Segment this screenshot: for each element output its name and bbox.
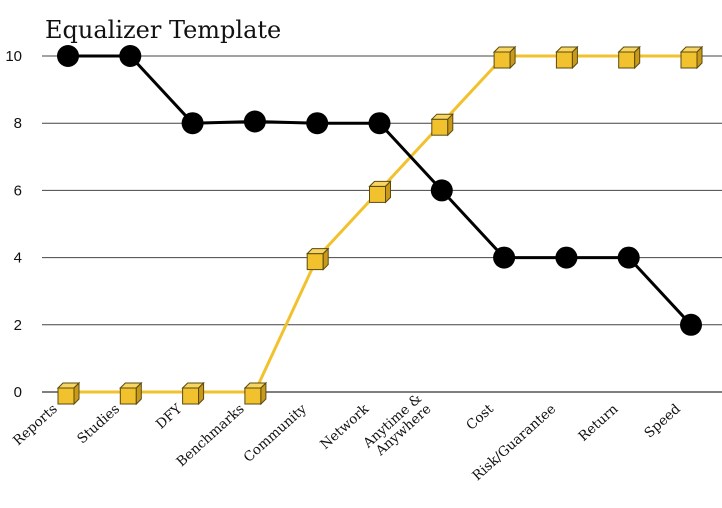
x-tick-label: Anytime &Anywhere bbox=[359, 391, 434, 463]
x-tick-label: Community bbox=[241, 401, 311, 466]
series-circles bbox=[57, 45, 702, 336]
series-line bbox=[68, 54, 691, 394]
data-point bbox=[679, 45, 704, 70]
y-tick-label: 0 bbox=[14, 384, 22, 401]
y-tick-label: 6 bbox=[14, 182, 22, 199]
y-axis-ticks: 0 2 4 6 8 10 bbox=[5, 48, 22, 401]
data-point bbox=[119, 381, 143, 406]
x-tick-label: Reports bbox=[10, 401, 61, 449]
data-point bbox=[57, 45, 79, 67]
data-point bbox=[555, 246, 578, 269]
data-point bbox=[306, 112, 329, 135]
data-point bbox=[181, 112, 204, 135]
data-point bbox=[368, 112, 391, 135]
y-tick-label: 2 bbox=[14, 317, 22, 334]
series-group bbox=[56, 45, 704, 406]
data-point bbox=[305, 247, 330, 271]
data-point bbox=[617, 45, 641, 70]
data-point bbox=[493, 246, 516, 269]
data-point bbox=[181, 381, 205, 406]
x-tick-label: Cost bbox=[463, 401, 497, 434]
y-tick-label: 4 bbox=[14, 250, 22, 267]
x-tick-label: Speed bbox=[641, 401, 684, 442]
y-tick-label: 10 bbox=[5, 48, 22, 65]
data-point bbox=[56, 381, 81, 406]
data-point bbox=[680, 313, 702, 336]
data-point bbox=[119, 45, 142, 67]
chart-title: Equalizer Template bbox=[45, 16, 281, 44]
y-tick-label: 8 bbox=[14, 115, 22, 132]
data-point bbox=[430, 179, 453, 202]
data-point bbox=[243, 381, 268, 406]
x-tick-label: Return bbox=[575, 401, 621, 445]
data-point bbox=[555, 45, 579, 70]
x-tick-label: Studies bbox=[74, 401, 123, 447]
data-point bbox=[617, 246, 640, 269]
data-point bbox=[243, 110, 266, 133]
gridlines bbox=[42, 55, 722, 393]
data-point bbox=[368, 180, 392, 204]
data-point bbox=[492, 45, 517, 70]
series-cubes bbox=[56, 45, 704, 406]
x-tick-label: Benchmarks bbox=[173, 401, 247, 470]
x-tick-label: DFY bbox=[153, 400, 186, 432]
data-point bbox=[430, 112, 455, 137]
